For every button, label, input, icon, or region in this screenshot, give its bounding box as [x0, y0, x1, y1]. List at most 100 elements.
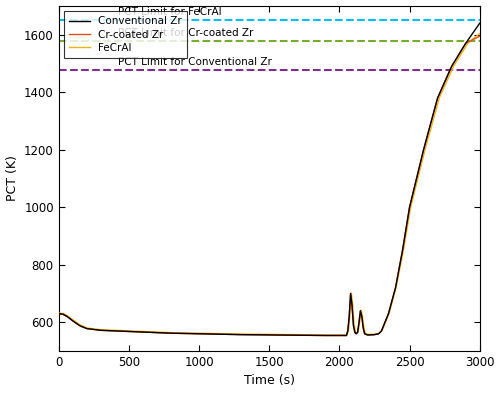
Conventional Zr	[345, 329, 351, 333]
Cr-coated Zr	[60, 312, 66, 317]
FeCrAl	[351, 322, 357, 327]
Cr-coated Zr	[378, 329, 384, 333]
FeCrAl	[386, 311, 392, 316]
Cr-coated Zr	[350, 323, 356, 327]
Cr-coated Zr	[168, 331, 174, 336]
Text: PCT Limit for Cr-coated Zr: PCT Limit for Cr-coated Zr	[118, 28, 253, 38]
Conventional Zr	[238, 332, 244, 337]
Conventional Zr	[344, 333, 349, 338]
FeCrAl	[323, 332, 329, 337]
FeCrAl	[337, 332, 343, 337]
Cr-coated Zr	[356, 320, 362, 325]
Conventional Zr	[434, 95, 440, 100]
Conventional Zr	[346, 314, 352, 319]
Conventional Zr	[350, 323, 356, 327]
Conventional Zr	[98, 328, 104, 333]
Conventional Zr	[196, 331, 202, 336]
Cr-coated Zr	[196, 331, 202, 336]
Conventional Zr	[386, 311, 392, 316]
FeCrAl	[480, 29, 486, 34]
Cr-coated Zr	[352, 330, 358, 335]
Cr-coated Zr	[238, 332, 244, 337]
Cr-coated Zr	[359, 314, 365, 319]
Conventional Zr	[462, 41, 468, 46]
FeCrAl	[379, 328, 385, 333]
FeCrAl	[372, 332, 378, 336]
Cr-coated Zr	[98, 328, 104, 333]
Cr-coated Zr	[420, 147, 426, 152]
FeCrAl	[451, 63, 457, 68]
FeCrAl	[344, 332, 350, 337]
Conventional Zr	[294, 333, 300, 338]
Line: Cr-coated Zr: Cr-coated Zr	[58, 36, 480, 336]
Conventional Zr	[372, 332, 378, 337]
Cr-coated Zr	[344, 333, 349, 338]
FeCrAl	[465, 40, 471, 45]
Conventional Zr	[352, 330, 358, 335]
Cr-coated Zr	[56, 311, 62, 316]
Cr-coated Zr	[476, 34, 482, 39]
Conventional Zr	[362, 331, 368, 336]
FeCrAl	[436, 95, 442, 100]
FeCrAl	[239, 332, 245, 336]
Cr-coated Zr	[70, 318, 76, 323]
Cr-coated Zr	[367, 332, 373, 337]
FeCrAl	[352, 329, 358, 334]
FeCrAl	[362, 331, 368, 336]
Conventional Zr	[349, 303, 355, 307]
Conventional Zr	[392, 285, 398, 290]
Cr-coated Zr	[336, 333, 342, 338]
Conventional Zr	[84, 326, 90, 331]
Cr-coated Zr	[345, 329, 351, 333]
Cr-coated Zr	[462, 41, 468, 46]
Cr-coated Zr	[406, 205, 412, 209]
FeCrAl	[295, 332, 301, 337]
Conventional Zr	[60, 312, 66, 317]
Cr-coated Zr	[126, 329, 132, 334]
FeCrAl	[168, 330, 174, 335]
Cr-coated Zr	[349, 303, 355, 307]
Text: PCT Limit for FeCrAl: PCT Limit for FeCrAl	[118, 7, 222, 17]
Conventional Zr	[400, 248, 406, 253]
Cr-coated Zr	[77, 323, 83, 328]
Conventional Zr	[359, 314, 365, 319]
FeCrAl	[356, 320, 362, 324]
Cr-coated Zr	[448, 64, 454, 69]
Conventional Zr	[367, 332, 373, 337]
Conventional Zr	[354, 330, 360, 335]
Cr-coated Zr	[360, 326, 366, 331]
Cr-coated Zr	[362, 331, 368, 336]
Cr-coated Zr	[294, 333, 300, 338]
Cr-coated Zr	[376, 331, 382, 336]
Text: PCT Limit for Conventional Zr: PCT Limit for Conventional Zr	[118, 57, 272, 67]
FeCrAl	[56, 311, 62, 316]
FeCrAl	[365, 332, 371, 337]
FeCrAl	[368, 332, 374, 337]
Cr-coated Zr	[372, 332, 378, 337]
Conventional Zr	[336, 333, 342, 338]
Conventional Zr	[356, 320, 362, 325]
Conventional Zr	[360, 326, 366, 331]
FeCrAl	[361, 325, 367, 330]
Conventional Zr	[126, 329, 132, 334]
Cr-coated Zr	[84, 326, 90, 331]
Cr-coated Zr	[400, 248, 406, 253]
FeCrAl	[358, 308, 364, 312]
FeCrAl	[376, 331, 382, 336]
Conventional Zr	[348, 291, 354, 296]
Conventional Zr	[378, 329, 384, 333]
Y-axis label: PCT (K): PCT (K)	[6, 156, 18, 202]
Cr-coated Zr	[392, 285, 398, 290]
Cr-coated Zr	[64, 314, 70, 319]
Cr-coated Zr	[434, 95, 440, 100]
Conventional Zr	[406, 205, 412, 209]
Cr-coated Zr	[346, 314, 352, 319]
FeCrAl	[346, 328, 352, 333]
FeCrAl	[84, 326, 90, 331]
Conventional Zr	[322, 333, 328, 338]
FeCrAl	[408, 204, 414, 209]
Conventional Zr	[448, 64, 454, 69]
FeCrAl	[196, 331, 202, 336]
FeCrAl	[354, 331, 360, 336]
Cr-coated Zr	[348, 291, 354, 296]
